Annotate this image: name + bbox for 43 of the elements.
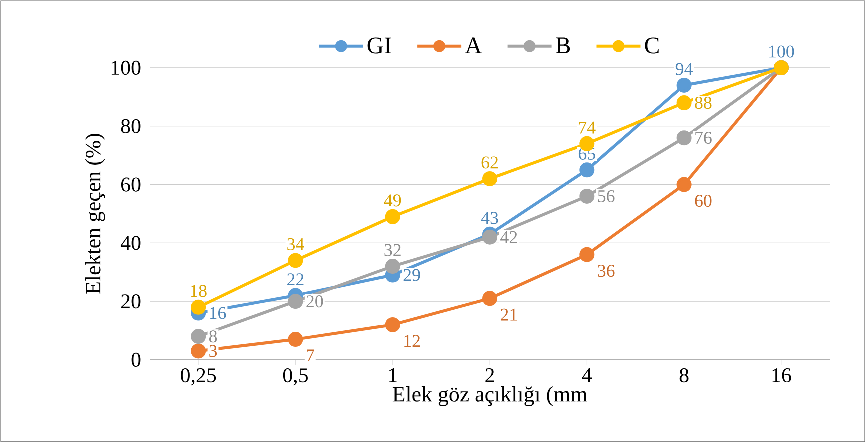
data-label: 76 xyxy=(696,132,712,144)
data-label: 74 xyxy=(579,122,596,134)
data-label: 7 xyxy=(307,350,314,362)
x-tick-label: 0,5 xyxy=(283,368,308,386)
data-label: 36 xyxy=(598,265,615,278)
x-tick-label: 1 xyxy=(389,368,397,382)
y-tick-label: 40 xyxy=(120,236,141,250)
data-label: 100 xyxy=(770,46,794,58)
data-label: 32 xyxy=(384,244,401,256)
data-label: 29 xyxy=(404,269,420,282)
legend-label: GI xyxy=(368,38,392,54)
legend-label: C xyxy=(645,38,659,54)
data-label: 12 xyxy=(404,335,420,348)
data-label: 94 xyxy=(676,63,693,76)
y-tick-label: 0 xyxy=(132,352,141,368)
y-axis-title: Elekten geçen (%) xyxy=(85,134,106,294)
data-label: 21 xyxy=(500,308,518,321)
data-label: 43 xyxy=(481,212,498,224)
data-label: 42 xyxy=(500,231,518,244)
y-tick-label: 20 xyxy=(121,294,141,309)
data-label: 20 xyxy=(306,296,324,308)
x-axis-title: Elek göz açıklığı (mm xyxy=(392,386,588,406)
data-label: 8 xyxy=(209,330,218,343)
x-tick-label: 2 xyxy=(486,368,494,382)
x-tick-label: 16 xyxy=(772,368,792,383)
x-tick-label: 4 xyxy=(582,368,592,382)
data-label: 62 xyxy=(482,156,498,169)
y-tick-label: 60 xyxy=(121,178,141,192)
x-tick-label: 0,25 xyxy=(181,368,216,386)
data-label: 16 xyxy=(210,307,226,320)
data-label: 34 xyxy=(288,238,304,251)
data-label: 56 xyxy=(598,190,615,202)
y-tick-label: 80 xyxy=(121,119,141,134)
data-label: 49 xyxy=(384,194,402,207)
legend-label: A xyxy=(465,38,482,54)
data-label: 60 xyxy=(695,194,712,208)
x-tick-label: 8 xyxy=(680,368,689,383)
data-label: 88 xyxy=(695,96,712,110)
data-label: 22 xyxy=(288,274,304,286)
y-tick-label: 100 xyxy=(112,60,141,76)
legend-label: B xyxy=(556,38,570,54)
data-label: 3 xyxy=(210,345,218,358)
data-label: 18 xyxy=(191,285,207,298)
